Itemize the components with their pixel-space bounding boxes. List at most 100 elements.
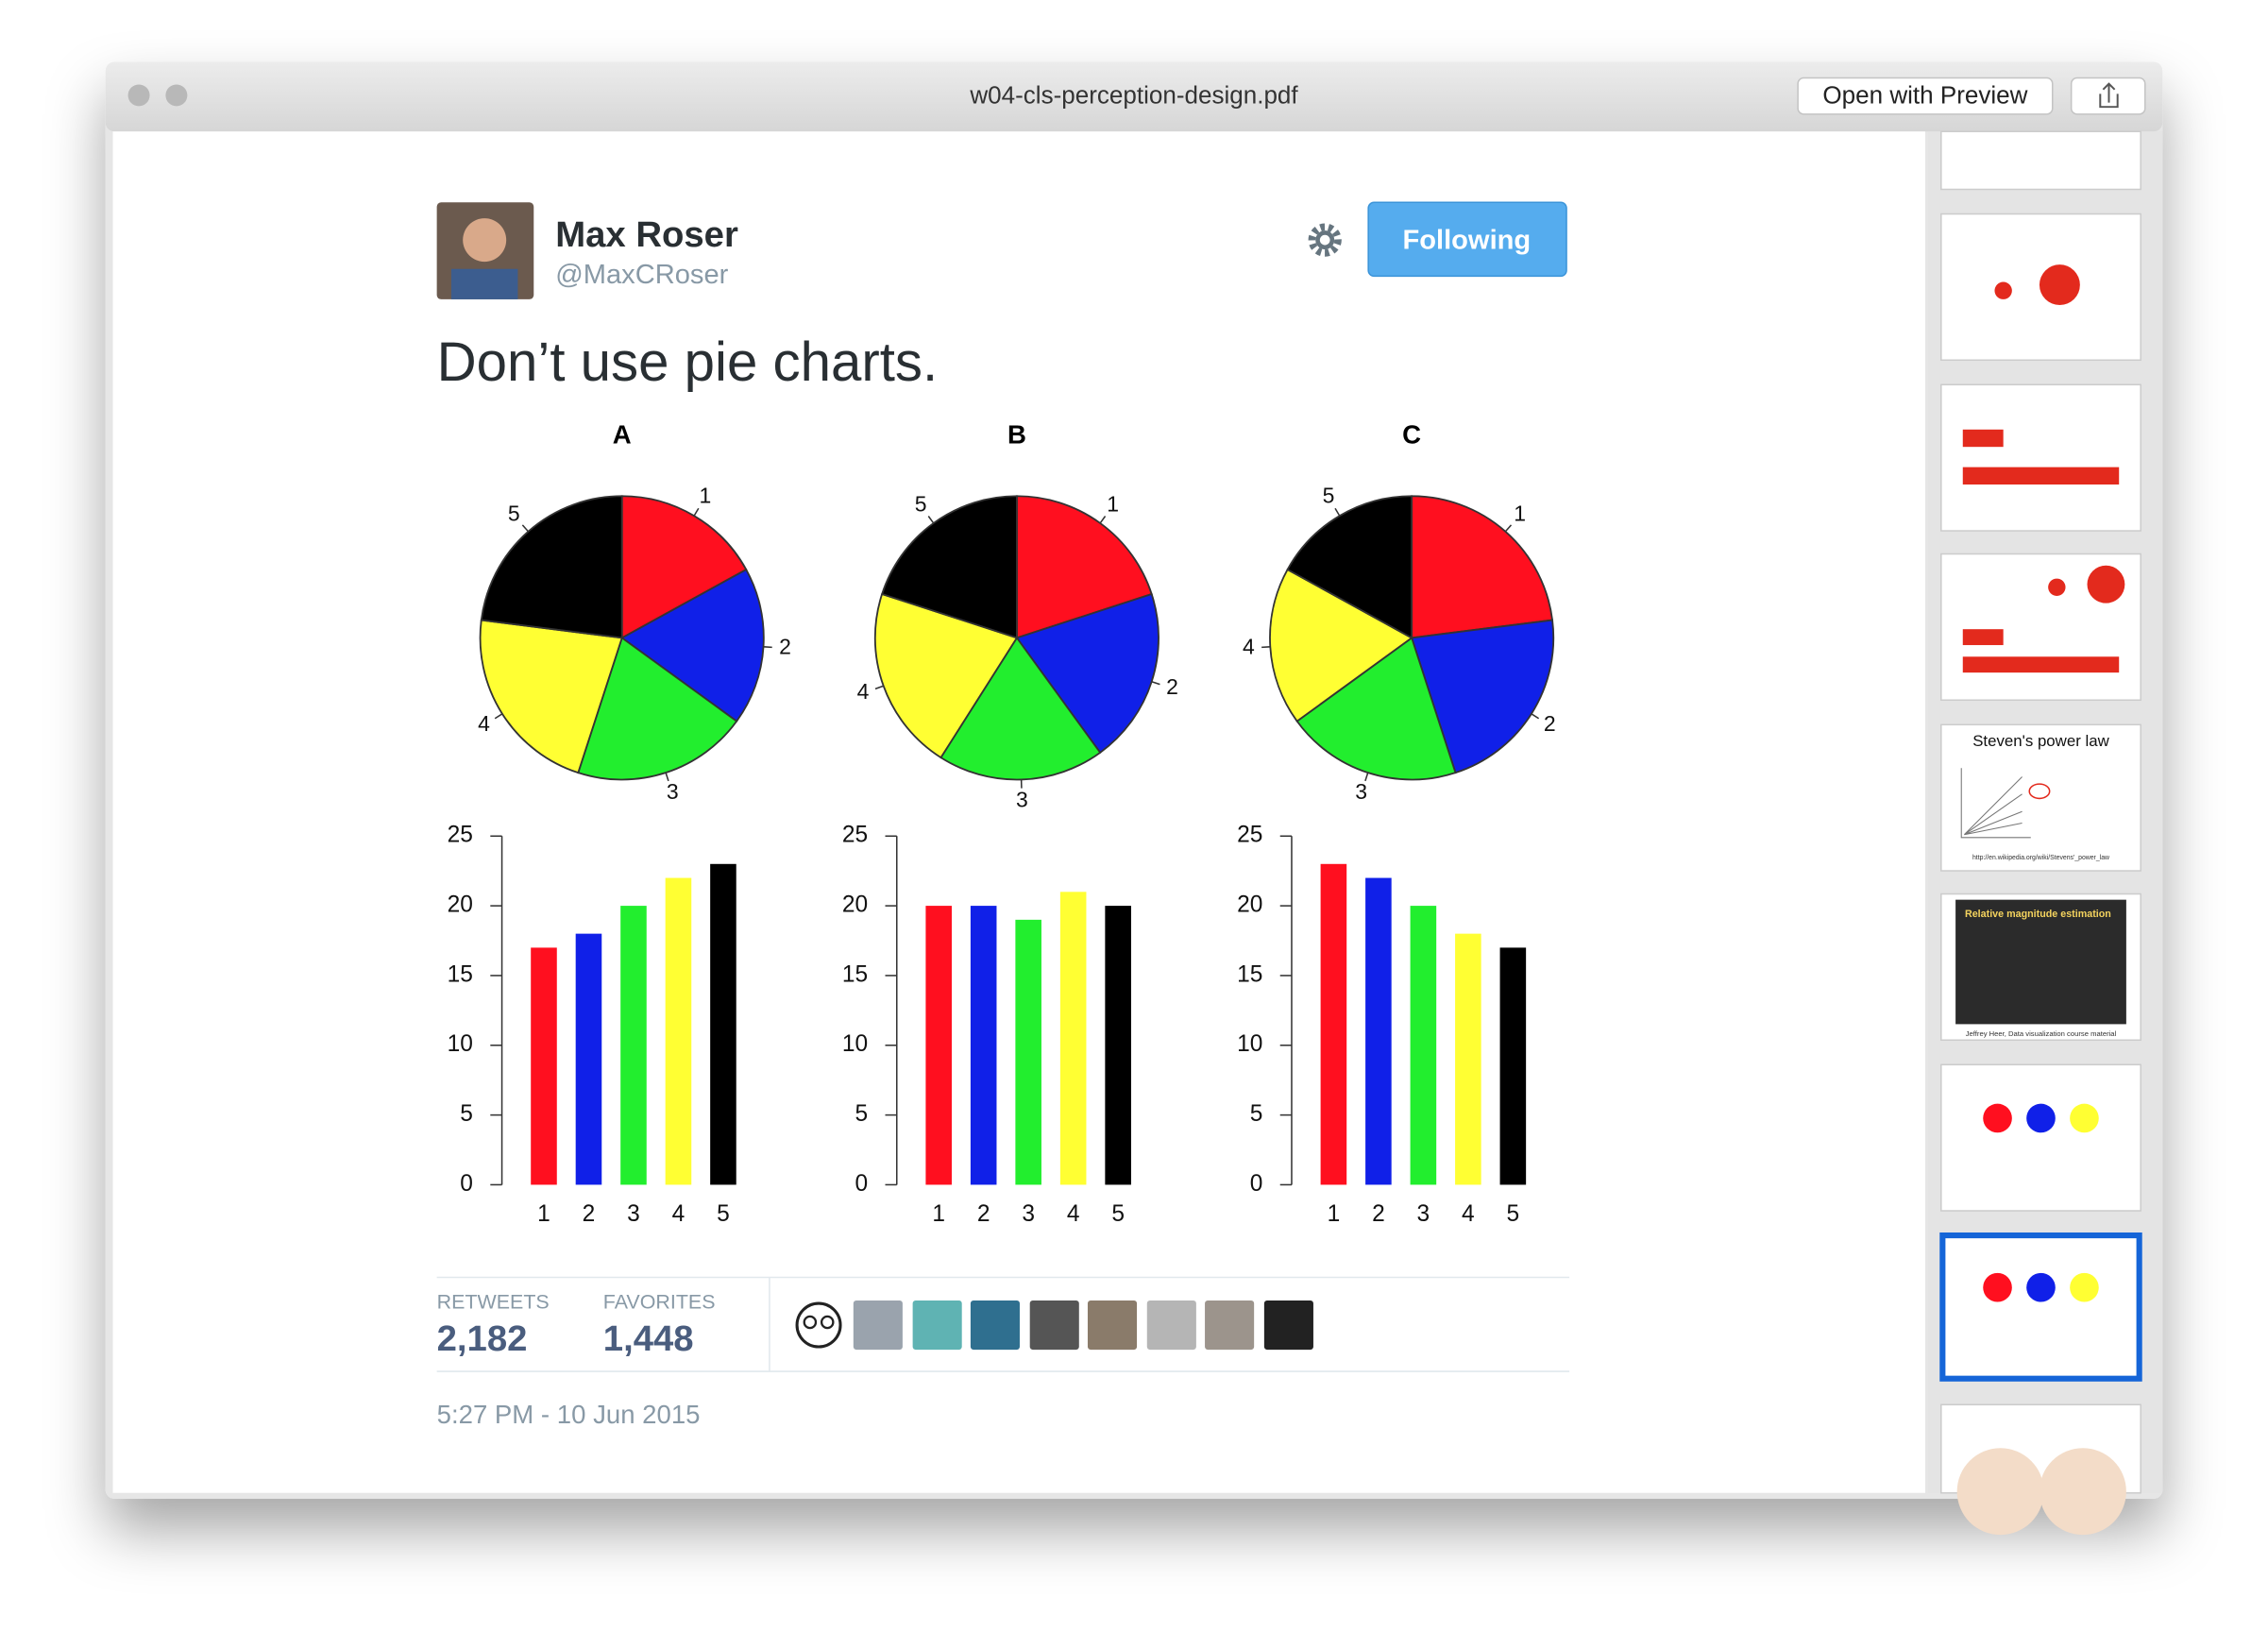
x-tick-label: 2 — [583, 1201, 596, 1227]
bar — [970, 906, 997, 1185]
pie-label: 1 — [1514, 502, 1526, 526]
pie-slice — [1015, 592, 1159, 755]
pie-label: 3 — [667, 779, 679, 804]
pie-slice — [1015, 495, 1153, 639]
x-tick-label: 5 — [1111, 1201, 1125, 1227]
pie-label-tick — [1099, 516, 1107, 524]
y-tick-label: 15 — [448, 961, 473, 987]
share-icon — [2099, 82, 2119, 109]
face-avatar[interactable] — [795, 1301, 842, 1349]
x-tick-label: 1 — [537, 1201, 550, 1227]
pie-label: 5 — [508, 502, 520, 526]
favoriter-avatar[interactable] — [1205, 1300, 1255, 1351]
x-tick-label: 5 — [717, 1201, 730, 1227]
face-eye — [820, 1315, 835, 1330]
following-button[interactable] — [1367, 201, 1567, 278]
pie-label-tick — [1504, 524, 1513, 533]
x-tick-label: 2 — [977, 1201, 990, 1227]
pie-slice — [577, 636, 738, 781]
pie-label: 5 — [1323, 483, 1335, 507]
favoriter-avatar[interactable] — [1029, 1300, 1079, 1351]
y-tick-label: 10 — [448, 1031, 473, 1057]
pie-label: 4 — [1243, 634, 1255, 658]
open-preview-label: Open with Preview — [1822, 80, 2027, 109]
fullscreen-button[interactable] — [165, 84, 188, 107]
pie-label: 3 — [1016, 787, 1028, 811]
bar — [710, 863, 736, 1185]
pie-label-tick — [1334, 507, 1341, 517]
favoriter-avatar[interactable] — [912, 1300, 962, 1351]
bar — [1410, 906, 1437, 1185]
bar — [1015, 919, 1041, 1185]
thumb-bar — [1962, 429, 2004, 448]
bar — [1499, 947, 1527, 1185]
bar — [620, 906, 647, 1185]
open-preview-button[interactable] — [1797, 76, 2054, 115]
thumbnail-selected[interactable] — [1939, 1232, 2142, 1382]
favorites-count[interactable]: 1,448 — [603, 1318, 694, 1359]
pie-title: A — [613, 420, 632, 450]
bar — [1365, 877, 1392, 1185]
pie-slice — [480, 495, 623, 639]
x-tick-label: 1 — [1328, 1201, 1341, 1227]
close-button[interactable] — [127, 84, 150, 107]
favoriter-avatar[interactable] — [970, 1300, 1020, 1351]
favoriter-avatar[interactable] — [853, 1300, 903, 1351]
settings-icon[interactable] — [1308, 223, 1342, 257]
favoriter-avatar[interactable] — [1146, 1300, 1196, 1351]
face-eye — [803, 1315, 818, 1330]
retweets-label: RETWEETS — [437, 1291, 550, 1314]
pie-label-tick — [693, 507, 700, 517]
document-view — [112, 131, 1925, 1493]
pie-slice — [1286, 495, 1413, 639]
bar — [531, 947, 557, 1185]
window-title: w04-cls-perception-design.pdf — [969, 80, 1298, 109]
user-name[interactable]: Max Roser — [555, 214, 738, 255]
thumbnail[interactable] — [1940, 1063, 2141, 1212]
thumb-title: Relative magnitude estimation — [1965, 909, 2111, 920]
y-tick-label: 0 — [460, 1171, 473, 1197]
y-tick-label: 10 — [842, 1031, 868, 1057]
y-tick-label: 25 — [448, 823, 473, 848]
pie-slice — [1410, 619, 1555, 774]
retweets-count[interactable]: 2,182 — [437, 1318, 528, 1359]
avatar-face — [463, 218, 507, 263]
y-tick-label: 20 — [1237, 892, 1262, 918]
thumb-pie — [2070, 1272, 2099, 1302]
y-tick-label: 20 — [448, 892, 473, 918]
pie-label-tick — [927, 516, 935, 524]
pie-label: 2 — [779, 634, 791, 658]
timestamp[interactable]: 5:27 PM - 10 Jun 2015 — [437, 1400, 701, 1429]
x-tick-label: 4 — [1462, 1201, 1475, 1227]
pie-label-tick — [665, 772, 669, 782]
y-tick-label: 25 — [842, 823, 868, 848]
bar — [925, 906, 952, 1185]
settings-icon-core — [1315, 230, 1335, 250]
thumbnail[interactable] — [1940, 383, 2141, 532]
y-tick-label: 15 — [1237, 961, 1262, 987]
avatar-shirt — [450, 268, 518, 299]
pie-slice — [620, 495, 748, 639]
thumb-dot — [1994, 281, 2012, 299]
pie-slice — [1269, 568, 1413, 722]
user-handle[interactable]: @MaxCRoser — [555, 260, 728, 290]
pie-slice — [880, 495, 1018, 639]
favoriter-avatar[interactable] — [1087, 1300, 1138, 1351]
thumb-dot — [2087, 565, 2125, 604]
favoriter-avatar[interactable] — [1263, 1300, 1313, 1351]
thumb-pie — [1983, 1272, 2012, 1302]
pie-label-tick — [494, 713, 503, 720]
thumb-circle — [1956, 1448, 2044, 1536]
thumb-circle — [2028, 783, 2051, 800]
y-tick-label: 10 — [1237, 1031, 1262, 1057]
thumb-title: Steven's power law — [1972, 732, 2109, 750]
pie-slice — [479, 619, 623, 774]
x-tick-label: 4 — [1067, 1201, 1080, 1227]
pie-label: 1 — [699, 483, 711, 507]
pie-slice — [1295, 636, 1457, 781]
thumb-dot — [2048, 578, 2066, 596]
thumbnail[interactable] — [1940, 130, 2141, 191]
x-tick-label: 5 — [1507, 1201, 1520, 1227]
pie-label: 3 — [1355, 779, 1367, 804]
